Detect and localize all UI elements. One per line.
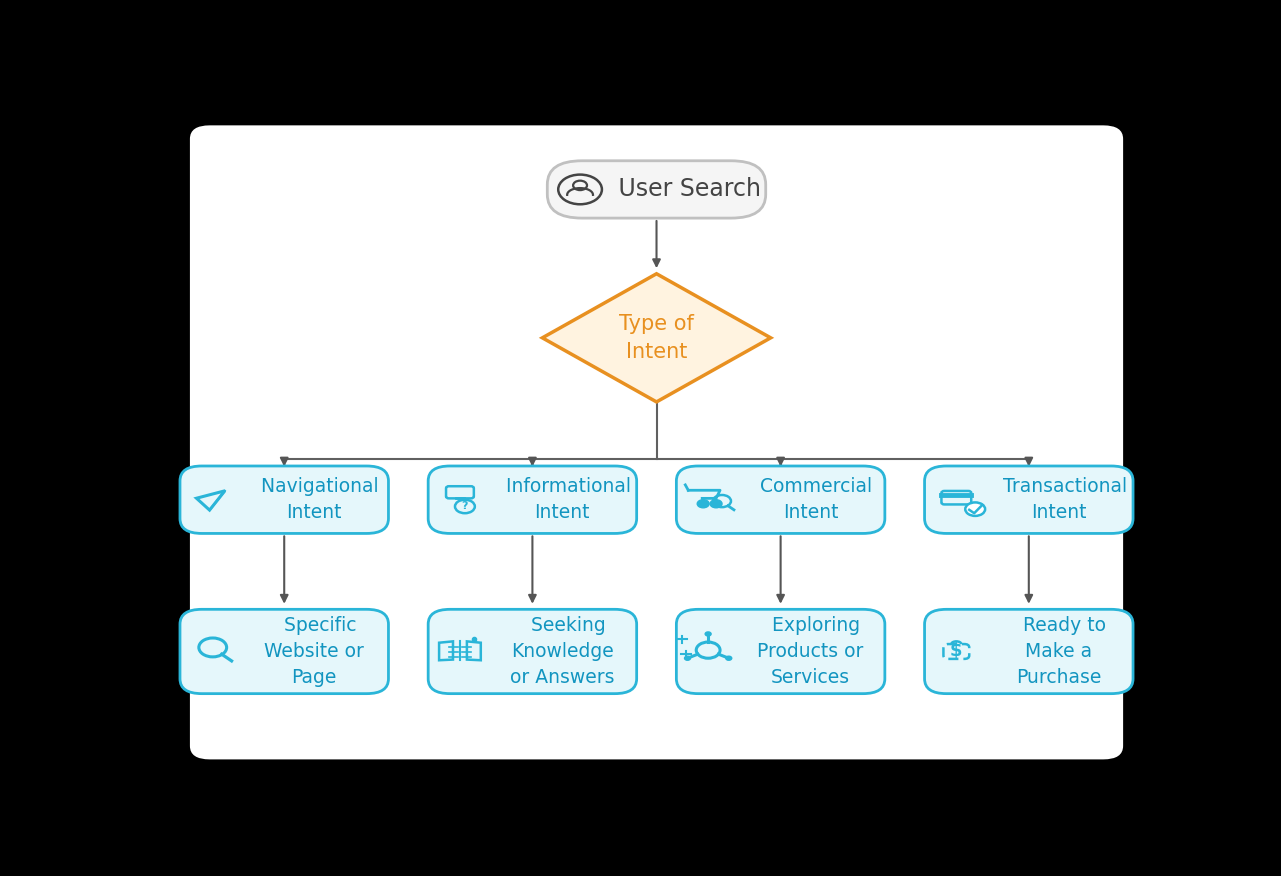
FancyBboxPatch shape	[925, 466, 1132, 533]
Text: Informational
Intent: Informational Intent	[493, 477, 630, 522]
Text: Ready to
Make a
Purchase: Ready to Make a Purchase	[1011, 616, 1106, 687]
Circle shape	[684, 656, 690, 661]
FancyBboxPatch shape	[428, 610, 637, 694]
FancyBboxPatch shape	[179, 610, 388, 694]
Text: ?: ?	[461, 501, 468, 512]
Text: Transactional
Intent: Transactional Intent	[990, 477, 1127, 522]
FancyBboxPatch shape	[925, 610, 1132, 694]
Circle shape	[705, 632, 711, 636]
FancyBboxPatch shape	[190, 125, 1123, 759]
FancyBboxPatch shape	[676, 610, 885, 694]
Polygon shape	[542, 273, 771, 402]
FancyBboxPatch shape	[428, 466, 637, 533]
Text: Specific
Website or
Page: Specific Website or Page	[264, 616, 364, 687]
Circle shape	[966, 503, 985, 516]
Text: Seeking
Knowledge
or Answers: Seeking Knowledge or Answers	[510, 616, 615, 687]
Text: Type of
Intent: Type of Intent	[619, 314, 694, 362]
Text: User Search: User Search	[596, 178, 761, 201]
Text: Navigational
Intent: Navigational Intent	[250, 477, 379, 522]
Text: Commercial
Intent: Commercial Intent	[748, 477, 872, 522]
FancyBboxPatch shape	[676, 466, 885, 533]
Text: Exploring
Products or
Services: Exploring Products or Services	[757, 616, 863, 687]
Text: $: $	[951, 642, 962, 661]
FancyBboxPatch shape	[179, 466, 388, 533]
FancyBboxPatch shape	[547, 161, 766, 218]
Circle shape	[710, 499, 722, 508]
Circle shape	[726, 656, 731, 661]
Circle shape	[697, 499, 710, 508]
